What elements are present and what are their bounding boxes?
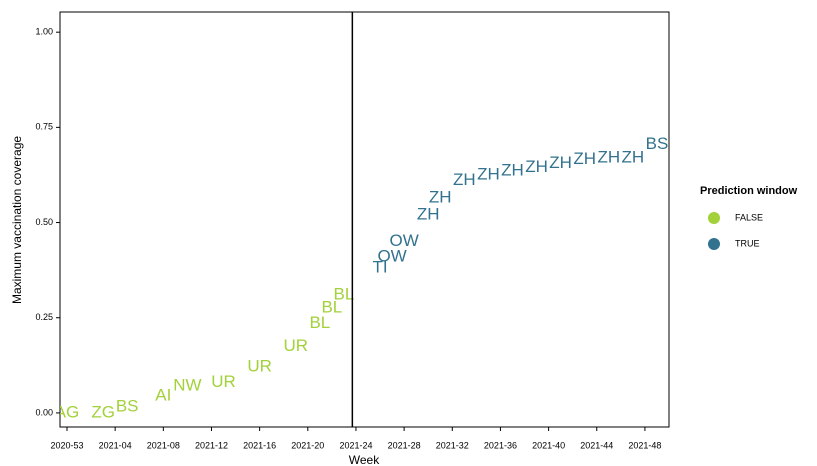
x-tick-label: 2021-48 (628, 440, 661, 450)
y-tick-label: 0.50 (35, 217, 53, 227)
legend-title: Prediction window (700, 185, 798, 197)
point-label: ZH (525, 157, 548, 176)
y-axis-title: Maximum vaccination coverage (10, 136, 24, 304)
x-tick-label: 2021-08 (147, 440, 180, 450)
x-tick-label: 2021-24 (339, 440, 372, 450)
x-tick-label: 2021-36 (484, 440, 517, 450)
point-label: ZH (549, 153, 572, 172)
point-label: AI (155, 385, 171, 404)
point-label: AG (55, 402, 80, 421)
point-label: BL (334, 284, 355, 303)
point-label: ZH (429, 187, 452, 206)
x-axis-title: Week (349, 453, 380, 466)
x-tick-label: 2021-20 (291, 440, 324, 450)
point-label: BS (116, 397, 139, 416)
x-tick-label: 2021-32 (436, 440, 469, 450)
x-tick-label: 2021-44 (580, 440, 613, 450)
point-label: UR (247, 357, 272, 376)
point-label: UR (211, 372, 236, 391)
x-tick-label: 2021-12 (195, 440, 228, 450)
legend-swatch (708, 238, 720, 250)
y-tick-label: 0.25 (35, 312, 53, 322)
point-label: ZH (622, 147, 645, 166)
x-tick-label: 2021-40 (532, 440, 565, 450)
point-label: UR (283, 336, 308, 355)
point-label: BL (321, 298, 342, 317)
point-label: ZH (417, 204, 440, 223)
panel-border (59, 11, 670, 428)
x-tick-label: 2020-53 (50, 440, 83, 450)
y-tick-label: 0.00 (35, 407, 53, 417)
point-label: BS (646, 134, 669, 153)
legend-label: TRUE (735, 238, 760, 248)
point-label: ZH (453, 170, 476, 189)
x-tick-label: 2021-16 (243, 440, 276, 450)
point-label: OW (389, 231, 418, 250)
legend-label: FALSE (735, 212, 763, 222)
point-label: TI (372, 258, 387, 277)
point-label: OW (377, 246, 406, 265)
legend-swatch (708, 212, 720, 224)
y-tick-label: 1.00 (35, 27, 53, 37)
point-label: ZH (573, 149, 596, 168)
point-label: ZH (501, 161, 524, 180)
point-label: NW (173, 376, 201, 395)
point-label: ZH (597, 147, 620, 166)
x-tick-label: 2021-04 (99, 440, 132, 450)
x-tick-label: 2021-28 (388, 440, 421, 450)
y-tick-label: 0.75 (35, 122, 53, 132)
point-label: BL (309, 313, 330, 332)
point-label: ZG (91, 402, 115, 421)
point-label: ZH (477, 164, 500, 183)
